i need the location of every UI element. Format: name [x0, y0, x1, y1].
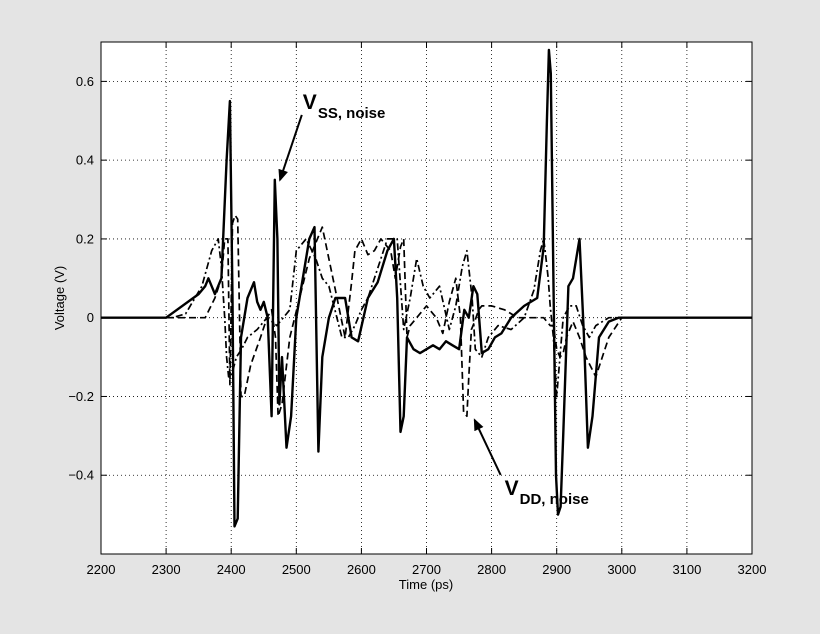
y-tick-label: 0.2	[76, 231, 94, 246]
annotation-arrow	[473, 418, 502, 476]
series-line-solid	[101, 48, 752, 528]
y-tick-label: −0.4	[68, 468, 94, 483]
series-line-dashed	[101, 214, 752, 418]
x-tick-label: 2900	[542, 562, 571, 577]
x-tick-label: 2400	[217, 562, 246, 577]
annotation-arrow	[278, 114, 303, 182]
x-tick-label: 2200	[87, 562, 116, 577]
grid	[101, 42, 752, 554]
y-axis-label: Voltage (V)	[52, 266, 67, 330]
y-tick-label: 0	[87, 310, 94, 325]
x-tick-labels: 2200 2300 2400 2500 2600 2700 2800 2900 3000 3100…	[87, 562, 767, 577]
annotation-label: VSS, noise	[303, 91, 386, 122]
series-group	[101, 48, 752, 528]
x-tick-label: 2700	[412, 562, 441, 577]
x-axis-label: Time (ps)	[399, 577, 453, 592]
x-tick-label: 2600	[347, 562, 376, 577]
y-tick-label: 0.4	[76, 153, 94, 168]
x-tick-label: 2500	[282, 562, 311, 577]
annotations: VSS, noise VDD, noise	[278, 91, 589, 508]
y-tick-labels: −0.4 −0.2 0 0.2 0.4 0.6	[68, 74, 94, 483]
x-tick-label: 3000	[607, 562, 636, 577]
x-tick-label: 3100	[672, 562, 701, 577]
y-tick-label: −0.2	[68, 389, 94, 404]
ticks	[100, 42, 753, 554]
x-tick-label: 2300	[152, 562, 181, 577]
x-tick-label: 3200	[738, 562, 767, 577]
y-tick-label: 0.6	[76, 74, 94, 89]
annotation-label: VDD, noise	[505, 477, 589, 508]
x-tick-label: 2800	[477, 562, 506, 577]
